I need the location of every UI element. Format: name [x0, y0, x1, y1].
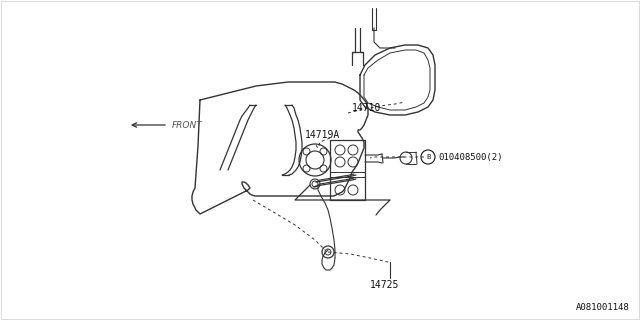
Text: 14719A: 14719A [305, 130, 340, 140]
Text: B: B [426, 154, 430, 160]
Text: 010408500(2): 010408500(2) [438, 153, 502, 162]
Text: 14725: 14725 [371, 280, 400, 290]
Text: A081001148: A081001148 [576, 303, 630, 312]
Text: 14710: 14710 [352, 103, 381, 113]
Text: FRONT: FRONT [172, 121, 203, 130]
